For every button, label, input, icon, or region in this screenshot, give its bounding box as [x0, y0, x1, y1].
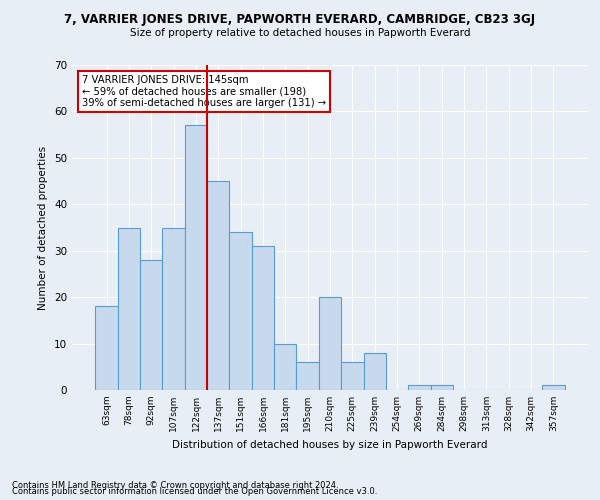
Bar — [408, 386, 431, 390]
Text: Size of property relative to detached houses in Papworth Everard: Size of property relative to detached ho… — [130, 28, 470, 38]
Bar — [341, 362, 364, 390]
Bar — [95, 306, 118, 390]
Bar — [252, 246, 274, 390]
Y-axis label: Number of detached properties: Number of detached properties — [38, 146, 49, 310]
Bar — [229, 232, 252, 390]
Bar — [542, 386, 565, 390]
Bar — [118, 228, 140, 390]
Bar — [163, 228, 185, 390]
Bar — [431, 386, 453, 390]
Bar — [185, 126, 207, 390]
Bar — [364, 353, 386, 390]
Text: 7 VARRIER JONES DRIVE: 145sqm
← 59% of detached houses are smaller (198)
39% of : 7 VARRIER JONES DRIVE: 145sqm ← 59% of d… — [82, 74, 326, 108]
Bar — [296, 362, 319, 390]
Text: Contains public sector information licensed under the Open Government Licence v3: Contains public sector information licen… — [12, 487, 377, 496]
Bar — [140, 260, 163, 390]
Text: Contains HM Land Registry data © Crown copyright and database right 2024.: Contains HM Land Registry data © Crown c… — [12, 481, 338, 490]
Bar — [274, 344, 296, 390]
Bar — [319, 297, 341, 390]
X-axis label: Distribution of detached houses by size in Papworth Everard: Distribution of detached houses by size … — [172, 440, 488, 450]
Bar — [207, 181, 229, 390]
Text: 7, VARRIER JONES DRIVE, PAPWORTH EVERARD, CAMBRIDGE, CB23 3GJ: 7, VARRIER JONES DRIVE, PAPWORTH EVERARD… — [64, 12, 536, 26]
